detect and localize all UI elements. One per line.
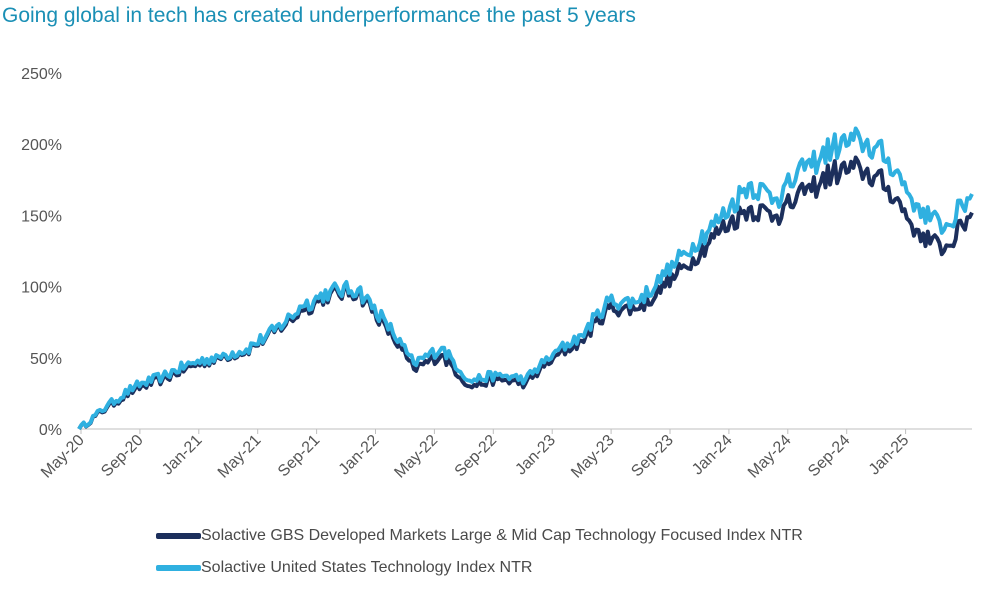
series-line-developed-markets xyxy=(77,155,974,431)
x-tick-label: Sep-21 xyxy=(275,432,324,481)
x-tick-label: Sep-23 xyxy=(628,432,677,481)
x-tick-label: May-21 xyxy=(215,432,265,482)
x-tick-label: May-23 xyxy=(568,432,618,482)
x-tick-label: Jan-23 xyxy=(512,432,559,479)
legend-label-us-technology: Solactive United States Technology Index… xyxy=(201,559,533,576)
x-tick-label: Sep-20 xyxy=(98,432,147,481)
x-tick-label: Jan-22 xyxy=(336,432,383,479)
legend-swatch-us-technology xyxy=(156,565,201,571)
x-tick-label: Jan-21 xyxy=(159,432,206,479)
legend-item-developed-markets: Solactive GBS Developed Markets Large & … xyxy=(156,520,803,552)
y-tick-label: 250% xyxy=(21,66,62,83)
legend-swatch-developed-markets xyxy=(156,533,201,539)
y-tick-label: 100% xyxy=(21,280,62,297)
legend-item-us-technology: Solactive United States Technology Index… xyxy=(156,552,803,584)
chart-title: Going global in tech has created underpe… xyxy=(2,4,636,27)
x-tick-labels: May-20 Sep-20 Jan-21 May-21 Sep-21 Jan-22 May-… xyxy=(38,429,913,482)
x-tick-label: Sep-22 xyxy=(452,432,501,481)
y-tick-label: 150% xyxy=(21,208,62,225)
y-tick-label: 50% xyxy=(30,351,62,368)
series-line-us-technology xyxy=(77,126,974,431)
legend: Solactive GBS Developed Markets Large & … xyxy=(156,520,803,584)
x-tick-label: Jan-25 xyxy=(866,432,913,479)
y-tick-labels: 0% 50% 100% 150% 200% 250% xyxy=(21,66,62,439)
series-lines xyxy=(77,126,974,431)
x-tick-label: Sep-24 xyxy=(805,432,854,481)
x-tick-label: May-22 xyxy=(391,432,441,482)
x-tick-label: May-24 xyxy=(745,432,795,482)
x-tick-label: May-20 xyxy=(38,432,88,482)
x-tick-label: Jan-24 xyxy=(689,432,736,479)
y-tick-label: 0% xyxy=(39,422,62,439)
legend-label-developed-markets: Solactive GBS Developed Markets Large & … xyxy=(201,527,803,544)
y-tick-label: 200% xyxy=(21,137,62,154)
